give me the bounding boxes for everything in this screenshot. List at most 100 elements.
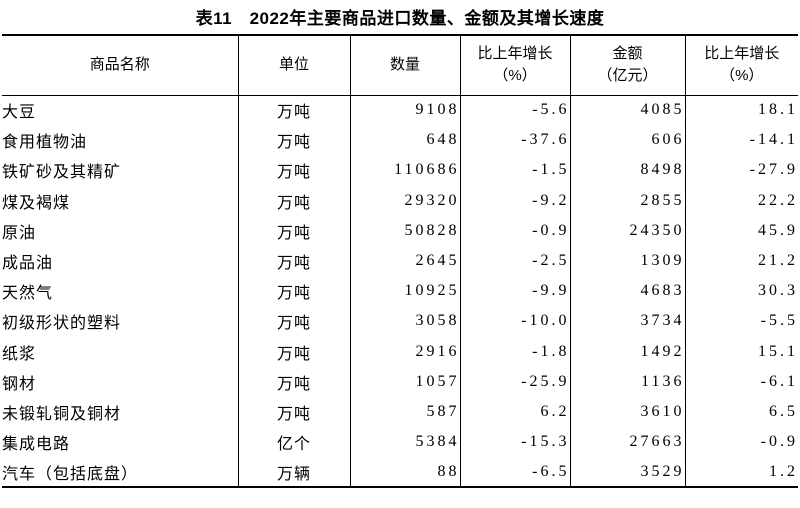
amount-growth-cell: 18.1 <box>684 95 798 126</box>
unit-cell: 万吨 <box>237 185 350 216</box>
header-line: （%） <box>720 67 764 85</box>
quantity-growth-cell: -25.9 <box>459 366 570 397</box>
unit-cell: 万吨 <box>237 95 350 126</box>
header-amount-growth: 比上年增长 （%） <box>684 35 798 96</box>
unit-cell: 万吨 <box>237 396 350 428</box>
table-row: 煤及褐煤 万吨 29320 -9.2 2855 22.2 <box>2 185 798 216</box>
header-line: 比上年增长 <box>477 45 553 63</box>
header-line: 金额 <box>612 45 643 63</box>
header-line: （%） <box>493 67 537 85</box>
amount-cell: 3610 <box>569 396 685 428</box>
quantity-cell: 88 <box>349 457 460 488</box>
commodity-name-cell: 未锻轧铜及铜材 <box>2 405 122 423</box>
table-row: 初级形状的塑料 万吨 3058 -10.0 3734 -5.5 <box>2 306 798 337</box>
header-unit: 单位 <box>237 35 350 96</box>
amount-growth-cell: -5.5 <box>684 306 798 337</box>
amount-growth-cell: 22.2 <box>684 185 798 216</box>
quantity-growth-cell: -9.9 <box>459 276 570 307</box>
commodity-name-cell: 纸浆 <box>2 345 37 363</box>
quantity-cell: 9108 <box>349 95 460 126</box>
amount-growth-cell: -6.1 <box>684 366 798 397</box>
table-row: 成品油 万吨 2645 -2.5 1309 21.2 <box>2 245 798 277</box>
amount-cell: 1492 <box>569 336 685 367</box>
table-row: 食用植物油 万吨 648 -37.6 606 -14.1 <box>2 125 798 156</box>
amount-cell: 1309 <box>569 245 685 277</box>
table-row: 天然气 万吨 10925 -9.9 4683 30.3 <box>2 276 798 307</box>
header-line: 单位 <box>278 56 309 74</box>
quantity-growth-cell: -0.9 <box>459 215 570 246</box>
table-row: 纸浆 万吨 2916 -1.8 1492 15.1 <box>2 336 798 367</box>
quantity-cell: 587 <box>349 396 460 428</box>
quantity-growth-cell: -1.8 <box>459 336 570 367</box>
commodity-name-cell: 铁矿砂及其精矿 <box>2 164 122 182</box>
amount-cell: 606 <box>569 125 685 156</box>
amount-cell: 24350 <box>569 215 685 246</box>
commodity-name-cell: 钢材 <box>2 375 37 393</box>
quantity-cell: 3058 <box>349 306 460 337</box>
quantity-cell: 5384 <box>349 427 460 458</box>
amount-growth-cell: -0.9 <box>684 427 798 458</box>
amount-growth-cell: 1.2 <box>684 457 798 488</box>
amount-growth-cell: 6.5 <box>684 396 798 428</box>
header-line: 数量 <box>389 56 420 74</box>
quantity-growth-cell: -1.5 <box>459 155 570 186</box>
header-line: （亿元） <box>597 67 658 85</box>
table-row: 钢材 万吨 1057 -25.9 1136 -6.1 <box>2 366 798 397</box>
unit-cell: 万吨 <box>237 215 350 246</box>
amount-growth-cell: -27.9 <box>684 155 798 186</box>
header-commodity-name: 商品名称 <box>2 35 238 96</box>
unit-cell: 万吨 <box>237 245 350 277</box>
quantity-cell: 29320 <box>349 185 460 216</box>
header-quantity: 数量 <box>349 35 460 96</box>
amount-growth-cell: 21.2 <box>684 245 798 277</box>
header-row: 商品名称 单位 数量 比上年增长 （%） 金额 （亿元） <box>2 35 798 96</box>
table-body: 大豆 万吨 9108 -5.6 4085 18.1 食用植物油 万吨 648 -… <box>2 95 798 488</box>
unit-cell: 万吨 <box>237 125 350 156</box>
header-quantity-growth: 比上年增长 （%） <box>459 35 570 96</box>
table-row: 原油 万吨 50828 -0.9 24350 45.9 <box>2 215 798 246</box>
commodity-name-cell: 成品油 <box>2 255 54 273</box>
amount-growth-cell: 15.1 <box>684 336 798 367</box>
quantity-growth-cell: -2.5 <box>459 245 570 277</box>
quantity-growth-cell: -15.3 <box>459 427 570 458</box>
table-row: 集成电路 亿个 5384 -15.3 27663 -0.9 <box>2 427 798 458</box>
import-commodities-table: 商品名称 单位 数量 比上年增长 （%） 金额 （亿元） <box>2 34 798 489</box>
unit-cell: 亿个 <box>237 427 350 458</box>
commodity-name-cell: 原油 <box>2 224 37 242</box>
table-row: 汽车（包括底盘） 万辆 88 -6.5 3529 1.2 <box>2 457 798 488</box>
table-title: 表11 2022年主要商品进口数量、金额及其增长速度 <box>195 9 605 28</box>
table-row: 铁矿砂及其精矿 万吨 110686 -1.5 8498 -27.9 <box>2 155 798 186</box>
amount-cell: 3529 <box>569 457 685 488</box>
commodity-name-cell: 食用植物油 <box>2 134 88 152</box>
unit-cell: 万辆 <box>237 457 350 488</box>
amount-growth-cell: 45.9 <box>684 215 798 246</box>
commodity-name-cell: 集成电路 <box>2 436 71 454</box>
quantity-cell: 2916 <box>349 336 460 367</box>
commodity-name-cell: 大豆 <box>2 104 37 122</box>
unit-cell: 万吨 <box>237 306 350 337</box>
quantity-cell: 110686 <box>349 155 460 186</box>
amount-cell: 3734 <box>569 306 685 337</box>
quantity-growth-cell: 6.2 <box>459 396 570 428</box>
commodity-name-cell: 天然气 <box>2 285 54 303</box>
amount-growth-cell: -14.1 <box>684 125 798 156</box>
commodity-name-cell: 汽车（包括底盘） <box>2 465 139 483</box>
unit-cell: 万吨 <box>237 336 350 367</box>
quantity-growth-cell: -9.2 <box>459 185 570 216</box>
amount-cell: 2855 <box>569 185 685 216</box>
header-line: 商品名称 <box>89 56 150 74</box>
quantity-cell: 50828 <box>349 215 460 246</box>
table-row: 大豆 万吨 9108 -5.6 4085 18.1 <box>2 95 798 126</box>
commodity-name-cell: 初级形状的塑料 <box>2 315 122 333</box>
amount-cell: 27663 <box>569 427 685 458</box>
unit-cell: 万吨 <box>237 276 350 307</box>
amount-cell: 8498 <box>569 155 685 186</box>
amount-cell: 4085 <box>569 95 685 126</box>
header-amount: 金额 （亿元） <box>569 35 685 96</box>
quantity-cell: 648 <box>349 125 460 156</box>
quantity-growth-cell: -5.6 <box>459 95 570 126</box>
amount-cell: 1136 <box>569 366 685 397</box>
commodity-name-cell: 煤及褐煤 <box>2 194 71 212</box>
table-row: 未锻轧铜及铜材 万吨 587 6.2 3610 6.5 <box>2 396 798 428</box>
